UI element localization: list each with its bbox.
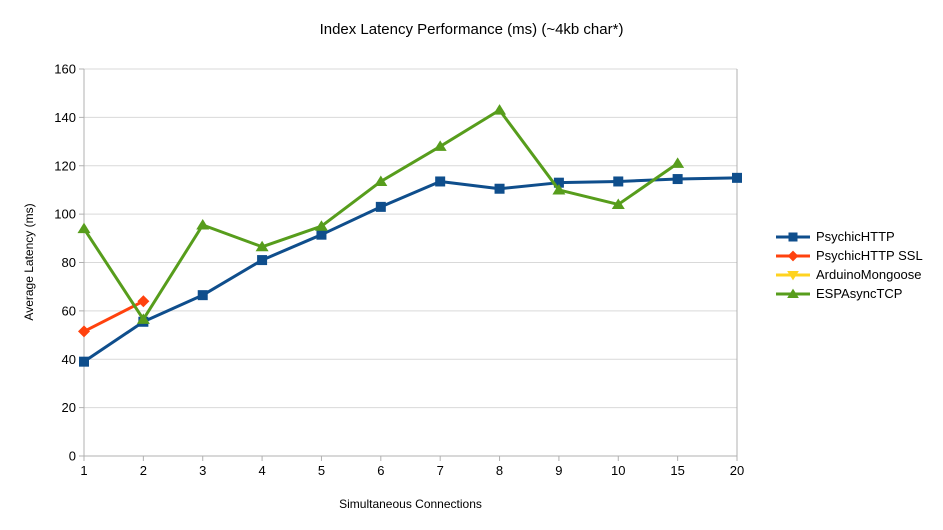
y-tick-label: 100 <box>54 207 76 222</box>
diamond-legend-marker-icon <box>776 250 810 261</box>
x-tick-label: 5 <box>318 463 325 478</box>
data-point-series-1 <box>375 201 386 212</box>
legend-marker-shape <box>787 270 799 280</box>
data-point-series-4 <box>136 313 150 324</box>
x-tick-label: 3 <box>199 463 206 478</box>
data-point-series-1 <box>613 176 624 187</box>
data-point-series-1 <box>197 290 208 301</box>
data-point-series-4 <box>552 183 566 195</box>
data-point-series-4 <box>671 157 685 168</box>
x-tick-label: 10 <box>611 463 625 478</box>
square-legend-marker-icon <box>776 232 810 241</box>
triangle-up-legend-marker-icon <box>776 288 810 298</box>
y-tick-label: 120 <box>54 158 76 173</box>
data-point-series-4 <box>255 240 269 252</box>
y-tick-label: 140 <box>54 110 76 125</box>
data-point-series-1 <box>257 255 268 266</box>
x-tick-label: 7 <box>437 463 444 478</box>
y-tick-label: 20 <box>62 400 76 415</box>
data-point-series-4 <box>374 175 388 186</box>
y-tick-label: 160 <box>54 62 76 77</box>
legend-label: ESPAsyncTCP <box>816 286 903 301</box>
data-point-series-2 <box>78 325 90 338</box>
x-tick-label: 6 <box>377 463 384 478</box>
x-axis-title: Simultaneous Connections <box>339 497 482 511</box>
legend-marker-shape <box>787 250 799 261</box>
x-tick-label: 8 <box>496 463 503 478</box>
data-point-series-1 <box>79 356 89 367</box>
legend-label: PsychicHTTP <box>816 229 895 244</box>
legend-item-2: PsychicHTTP SSL <box>775 246 923 265</box>
x-tick-label: 4 <box>258 463 265 478</box>
data-point-series-4 <box>433 140 447 151</box>
data-point-series-1 <box>732 172 742 183</box>
data-point-series-4 <box>611 198 625 209</box>
legend-item-3: ArduinoMongoose <box>775 265 923 284</box>
x-tick-label: 15 <box>670 463 684 478</box>
series-line-4 <box>82 108 680 321</box>
x-tick-label: 9 <box>555 463 562 478</box>
data-point-series-4 <box>77 222 91 234</box>
legend-item-1: PsychicHTTP <box>775 227 923 246</box>
y-tick-label: 40 <box>62 352 76 367</box>
data-point-series-1 <box>435 176 446 187</box>
y-tick-label: 80 <box>62 255 76 270</box>
data-point-series-1 <box>316 229 327 240</box>
y-tick-label: 60 <box>62 303 76 318</box>
legend-marker-shape <box>788 232 798 241</box>
x-tick-label: 1 <box>80 463 87 478</box>
legend-label: ArduinoMongoose <box>816 267 922 282</box>
series-line-1 <box>82 176 739 364</box>
x-tick-label: 20 <box>730 463 744 478</box>
legend-marker-shape <box>787 288 799 298</box>
y-tick-label: 0 <box>69 449 76 464</box>
legend-item-4: ESPAsyncTCP <box>775 284 923 303</box>
data-point-series-2 <box>137 295 150 308</box>
triangle-down-legend-marker-icon <box>776 270 810 280</box>
x-tick-label: 2 <box>140 463 147 478</box>
chart-title: Index Latency Performance (ms) (~4kb cha… <box>319 21 624 38</box>
data-point-series-4 <box>314 220 328 231</box>
legend: PsychicHTTP PsychicHTTP SSL ArduinoMongoos… <box>775 227 923 303</box>
y-axis-title: Average Latency (ms) <box>22 203 36 321</box>
data-point-series-1 <box>494 183 505 194</box>
legend-label: PsychicHTTP SSL <box>816 248 923 263</box>
data-point-series-1 <box>672 174 683 185</box>
data-point-series-4 <box>493 104 507 115</box>
data-point-series-4 <box>196 219 210 230</box>
